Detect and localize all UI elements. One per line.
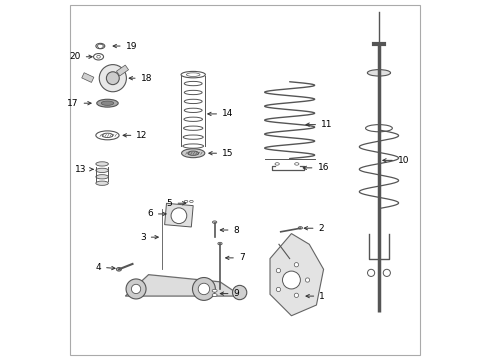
Circle shape <box>294 262 298 267</box>
Ellipse shape <box>183 135 203 139</box>
Ellipse shape <box>190 201 193 203</box>
Ellipse shape <box>97 55 100 58</box>
Ellipse shape <box>183 144 203 148</box>
Ellipse shape <box>96 131 119 140</box>
Ellipse shape <box>368 69 391 76</box>
Circle shape <box>276 287 281 292</box>
Ellipse shape <box>101 101 114 105</box>
Ellipse shape <box>94 54 103 60</box>
Text: 16: 16 <box>318 163 329 172</box>
Text: 1: 1 <box>319 292 325 301</box>
Text: 8: 8 <box>234 225 239 234</box>
Text: 6: 6 <box>147 210 153 219</box>
Circle shape <box>368 269 375 276</box>
Circle shape <box>99 64 126 92</box>
Circle shape <box>193 278 215 300</box>
Ellipse shape <box>212 289 217 292</box>
Ellipse shape <box>184 90 202 95</box>
Ellipse shape <box>184 81 202 86</box>
Text: 2: 2 <box>318 224 324 233</box>
Ellipse shape <box>188 151 198 156</box>
Ellipse shape <box>366 125 392 132</box>
Text: 12: 12 <box>136 131 148 140</box>
Circle shape <box>106 72 119 85</box>
Text: 15: 15 <box>222 149 234 158</box>
Ellipse shape <box>212 294 217 296</box>
Ellipse shape <box>96 43 105 49</box>
Circle shape <box>198 283 210 295</box>
Polygon shape <box>125 275 242 296</box>
Bar <box>82 73 94 82</box>
Ellipse shape <box>213 221 217 224</box>
Text: 10: 10 <box>398 156 409 165</box>
Ellipse shape <box>184 126 203 130</box>
Ellipse shape <box>117 267 122 271</box>
Text: 9: 9 <box>234 289 239 298</box>
Ellipse shape <box>181 71 205 78</box>
Circle shape <box>294 293 298 297</box>
Ellipse shape <box>96 175 108 179</box>
Circle shape <box>383 269 391 276</box>
Ellipse shape <box>96 181 108 185</box>
Text: 19: 19 <box>126 41 137 50</box>
Ellipse shape <box>294 163 299 165</box>
Ellipse shape <box>102 133 113 138</box>
Circle shape <box>276 269 281 273</box>
Ellipse shape <box>218 242 222 245</box>
Bar <box>117 65 128 76</box>
Ellipse shape <box>184 99 202 104</box>
Bar <box>165 203 193 227</box>
Ellipse shape <box>186 73 200 76</box>
Ellipse shape <box>184 117 202 121</box>
Ellipse shape <box>298 226 302 229</box>
Ellipse shape <box>96 162 108 166</box>
Ellipse shape <box>184 108 202 112</box>
Ellipse shape <box>182 149 205 158</box>
Text: 18: 18 <box>141 74 152 83</box>
Circle shape <box>171 208 187 224</box>
Text: 14: 14 <box>222 109 234 118</box>
Text: 13: 13 <box>75 165 87 174</box>
Text: 5: 5 <box>167 199 172 208</box>
Text: 20: 20 <box>69 52 81 61</box>
Text: 3: 3 <box>140 233 146 242</box>
Text: 11: 11 <box>321 120 333 129</box>
Ellipse shape <box>275 163 279 165</box>
Circle shape <box>283 271 300 289</box>
Circle shape <box>305 278 310 282</box>
Text: 7: 7 <box>239 253 245 262</box>
Polygon shape <box>270 234 323 316</box>
Text: 17: 17 <box>67 99 78 108</box>
Circle shape <box>131 284 141 294</box>
Ellipse shape <box>97 99 118 107</box>
Ellipse shape <box>184 201 188 203</box>
Ellipse shape <box>96 168 108 172</box>
Text: 4: 4 <box>96 263 101 272</box>
Circle shape <box>126 279 146 299</box>
Circle shape <box>232 285 247 300</box>
